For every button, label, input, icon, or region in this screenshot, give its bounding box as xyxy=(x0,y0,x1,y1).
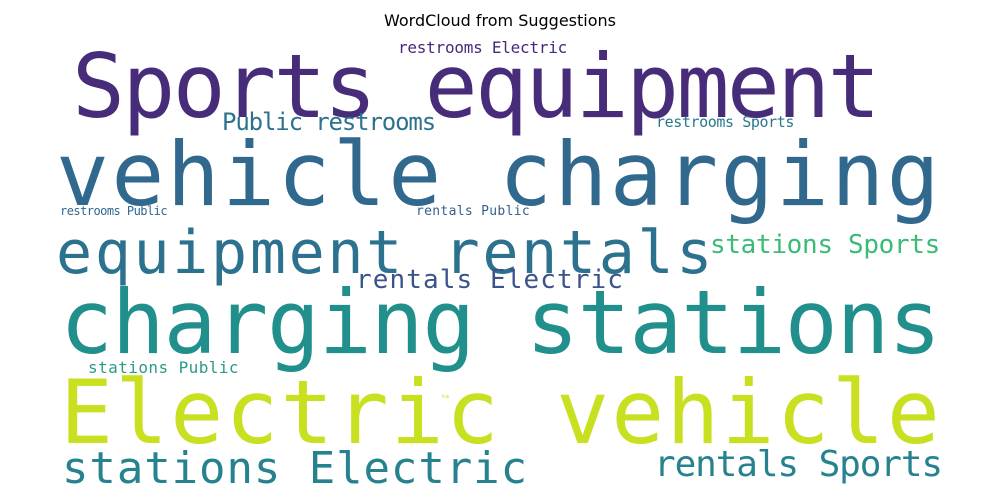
word-pub: Pub xyxy=(442,394,449,399)
word-equipment-rentals: equipment rentals xyxy=(56,218,715,288)
word-electric-vehicle: Electric vehicle xyxy=(60,361,942,464)
word-rentals-sports: rentals Sports xyxy=(654,444,943,485)
word-stations-electric: stations Electric xyxy=(62,443,528,488)
word-stations-sports: stations Sports xyxy=(710,230,940,260)
word-charging-stations: charging stations xyxy=(60,271,941,374)
word-vehicle-charging: vehicle charging xyxy=(56,123,942,226)
word-cloud: Sports equipment vehicle charging equipm… xyxy=(50,37,950,488)
chart-title: WordCloud from Suggestions xyxy=(383,11,616,30)
word-rentals-electric: rentals Electric xyxy=(356,265,624,295)
word-public-restrooms: Public restrooms xyxy=(222,108,436,136)
word-sports-equipment: Sports equipment xyxy=(72,37,881,138)
word-restrooms-sports: restrooms Sports xyxy=(656,113,794,131)
word-restrooms-public: restrooms Public xyxy=(60,204,168,218)
word-restrooms-electric: restrooms Electric xyxy=(398,38,568,57)
word-rentals-public: rentals Public xyxy=(416,204,530,219)
word-stations-public: stations Public xyxy=(88,358,239,377)
